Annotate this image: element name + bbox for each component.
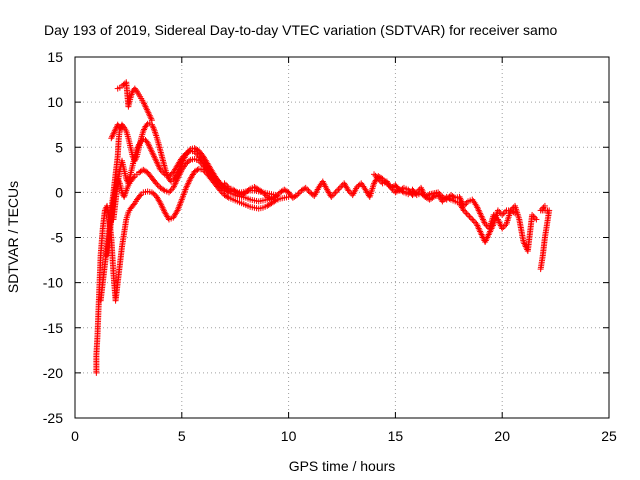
axis-ticks: 0 5 10 15 20 25 -25 -20 -15 -10 -5 0 5 10 15	[43, 49, 617, 444]
x-tick-label: 25	[601, 428, 617, 444]
x-tick-label: 20	[494, 428, 510, 444]
x-tick-label: 10	[281, 428, 297, 444]
y-tick-label: -5	[51, 230, 64, 246]
data-point	[173, 208, 180, 215]
data-point	[185, 158, 192, 165]
data-point	[399, 188, 406, 195]
y-tick-label: 5	[55, 139, 63, 155]
data-point	[165, 215, 172, 222]
data-point	[137, 192, 144, 199]
y-tick-label: -20	[43, 365, 63, 381]
data-point	[533, 216, 540, 223]
y-tick-label: 15	[47, 49, 63, 65]
x-tick-label: 15	[388, 428, 404, 444]
data-points	[93, 79, 553, 376]
data-point	[541, 202, 548, 209]
data-point	[148, 117, 155, 124]
y-tick-label: 0	[55, 184, 63, 200]
y-tick-label: -25	[43, 410, 63, 426]
y-tick-label: -15	[43, 320, 63, 336]
y-tick-label: 10	[47, 94, 63, 110]
data-point	[130, 201, 137, 208]
data-point	[143, 122, 150, 129]
grid-lines	[75, 57, 609, 418]
y-axis-label: SDTVAR / TECUs	[5, 181, 21, 293]
data-point	[224, 193, 231, 200]
data-point	[245, 186, 252, 193]
y-tick-label: -10	[43, 275, 63, 291]
data-point	[429, 194, 436, 201]
x-tick-label: 0	[71, 428, 79, 444]
data-point	[118, 126, 125, 133]
chart-title: Day 193 of 2019, Sidereal Day-to-day VTE…	[44, 22, 557, 38]
data-point	[115, 123, 122, 130]
data-point	[160, 186, 167, 193]
data-point	[132, 86, 139, 93]
data-point	[510, 209, 517, 216]
x-axis-label: GPS time / hours	[289, 458, 396, 474]
x-tick-label: 5	[178, 428, 186, 444]
data-point	[186, 147, 193, 154]
data-point	[512, 210, 519, 217]
data-point	[446, 195, 453, 202]
data-point	[301, 185, 308, 192]
